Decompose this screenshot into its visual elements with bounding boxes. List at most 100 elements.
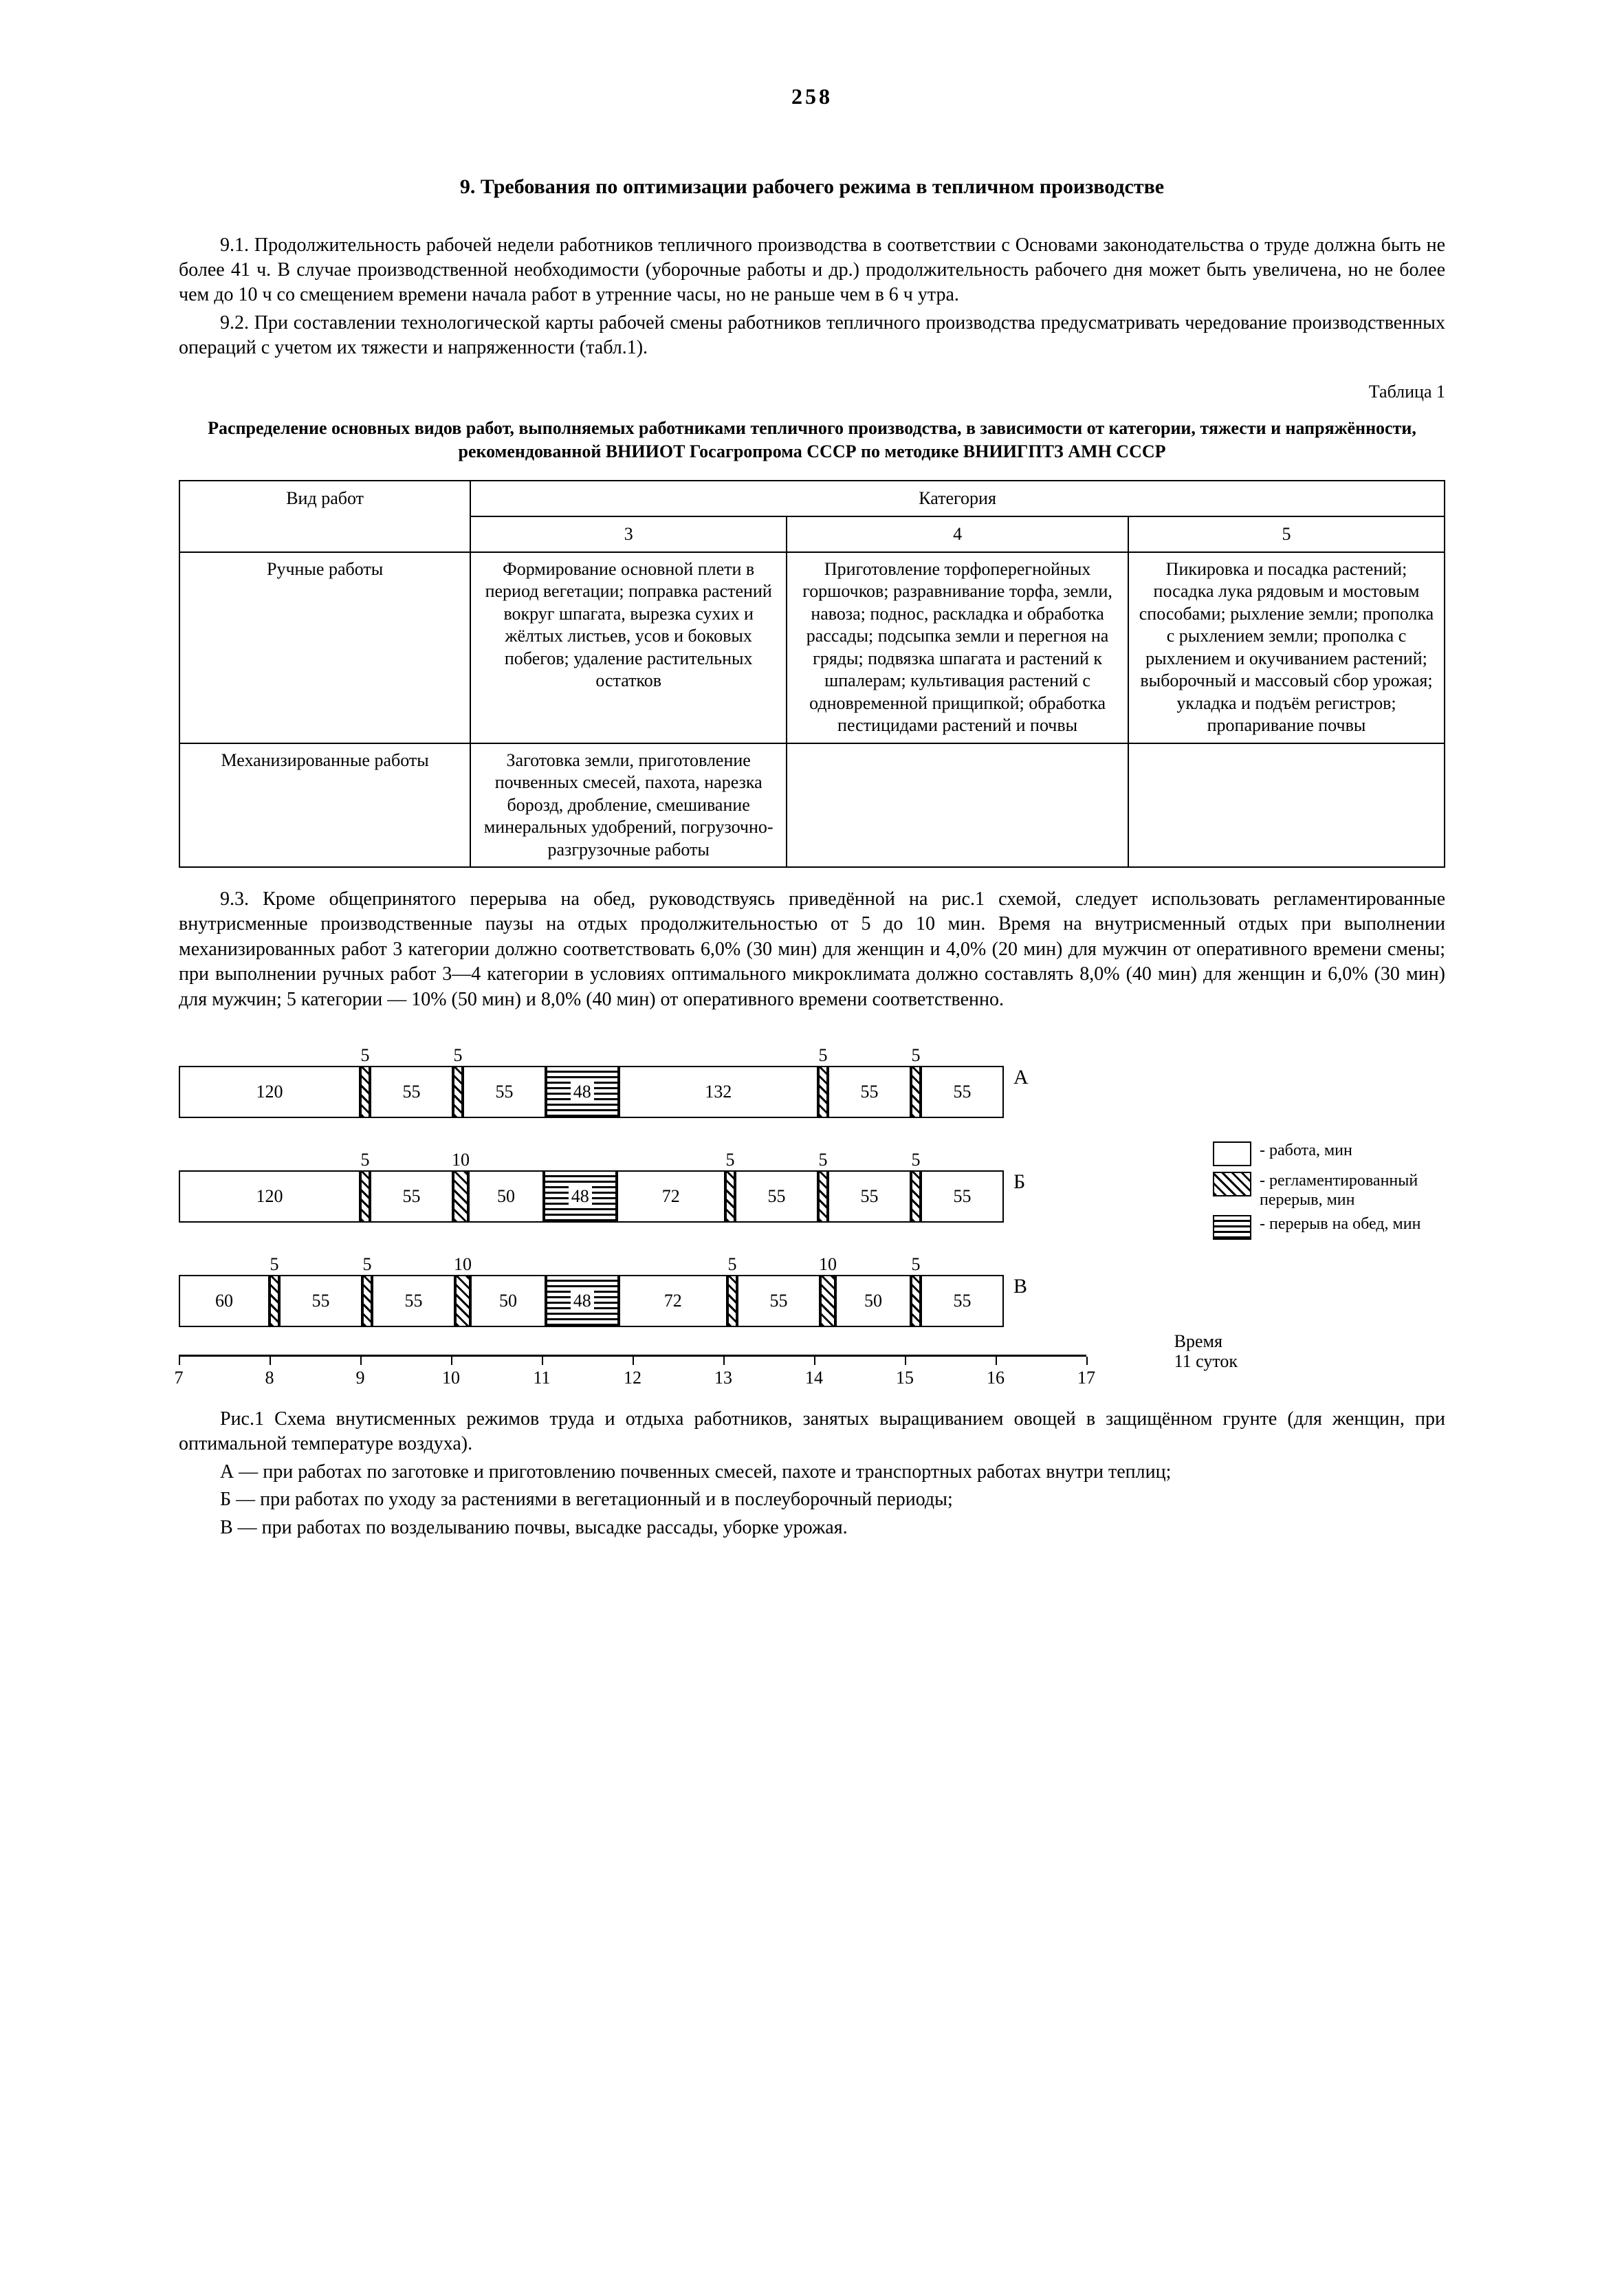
- segment-hatch: 5: [911, 1066, 921, 1118]
- figure-caption-a: А — при работах по заготовке и приготовл…: [179, 1460, 1445, 1485]
- axis-tick-label: 7: [175, 1366, 184, 1390]
- segment-value: 55: [767, 1185, 785, 1208]
- segment-hatch: 5: [727, 1275, 737, 1327]
- axis-tick: [360, 1357, 362, 1365]
- segment-value: 55: [860, 1080, 878, 1104]
- axis-tick: [542, 1357, 543, 1365]
- segment-top-label: 10: [452, 1148, 470, 1172]
- legend-text: - регламентированный перерыв, мин: [1260, 1172, 1452, 1210]
- segment-work: 55: [463, 1066, 546, 1118]
- col-work-type: Вид работ: [179, 481, 470, 552]
- segment-value: 72: [664, 1289, 682, 1313]
- axis-tick: [996, 1357, 997, 1365]
- legend-swatch-lunch: [1213, 1215, 1251, 1240]
- col-cat-4: 4: [787, 516, 1128, 552]
- segment-work: 72: [617, 1170, 725, 1223]
- diagram-row-В: 60555555105048725551050555В: [179, 1246, 1445, 1327]
- segment-work: 55: [370, 1170, 453, 1223]
- segment-work: 55: [279, 1275, 362, 1327]
- segment-work: 72: [619, 1275, 727, 1327]
- segment-top-label: 5: [361, 1148, 370, 1172]
- paragraph-9-2: 9.2. При составлении технологической кар…: [179, 311, 1445, 361]
- segment-hatch: 5: [270, 1275, 279, 1327]
- segment-top-label: 5: [361, 1044, 370, 1067]
- row-manual-c4: Приготовление торфоперегнойных горшочков…: [787, 552, 1128, 743]
- segment-work: 50: [470, 1275, 546, 1327]
- segment-hatch: 10: [820, 1275, 835, 1327]
- segment-hatch: 5: [818, 1170, 828, 1223]
- row-mech-c3: Заготовка земли, приготовление почвенных…: [470, 743, 787, 868]
- segment-hatch: 5: [360, 1170, 370, 1223]
- segment-value: 48: [569, 1185, 592, 1208]
- segment-hatch: 5: [818, 1066, 828, 1118]
- segment-hatch: 5: [911, 1275, 921, 1327]
- segment-top-label: 10: [454, 1253, 472, 1276]
- segment-value: 55: [953, 1080, 971, 1104]
- segment-value: 132: [705, 1080, 732, 1104]
- axis-caption: Время 11 суток: [1174, 1332, 1238, 1371]
- segment-value: 55: [403, 1185, 421, 1208]
- segment-hatch: 5: [725, 1170, 735, 1223]
- segment-top-label: 5: [270, 1253, 279, 1276]
- legend-text: - работа, мин: [1260, 1141, 1352, 1161]
- axis-tick: [814, 1357, 815, 1365]
- row-mech-c4: [787, 743, 1128, 868]
- segment-value: 55: [953, 1289, 971, 1313]
- segment-hatch: 10: [453, 1170, 468, 1223]
- segment-value: 55: [860, 1185, 878, 1208]
- axis-tick: [270, 1357, 271, 1365]
- segment-top-label: 5: [818, 1148, 827, 1172]
- figure-caption-block: Рис.1 Схема внутисменных режимов труда и…: [179, 1407, 1445, 1540]
- segment-work: 55: [372, 1275, 455, 1327]
- segment-value: 55: [496, 1080, 514, 1104]
- segment-value: 120: [256, 1080, 283, 1104]
- axis-tick-label: 13: [714, 1366, 732, 1390]
- section-heading: 9. Требования по оптимизации рабочего ре…: [179, 173, 1445, 200]
- col-cat-5: 5: [1128, 516, 1445, 552]
- segment-value: 120: [256, 1185, 283, 1208]
- segment-work: 120: [179, 1066, 360, 1118]
- axis-tick: [179, 1357, 180, 1365]
- diagram-row-Б: 12055510504872555555555Б- работа, мин- р…: [179, 1141, 1445, 1223]
- axis-tick-label: 15: [896, 1366, 914, 1390]
- segment-work: 50: [468, 1170, 544, 1223]
- segment-work: 120: [179, 1170, 360, 1223]
- axis-tick-label: 10: [442, 1366, 460, 1390]
- col-category: Категория: [470, 481, 1445, 516]
- row-label: Б: [1013, 1168, 1025, 1195]
- segment-work: 60: [179, 1275, 270, 1327]
- axis-tick-label: 9: [356, 1366, 365, 1390]
- segment-value: 55: [405, 1289, 423, 1313]
- segment-lunch: 48: [544, 1170, 617, 1223]
- axis-tick-label: 16: [987, 1366, 1005, 1390]
- segment-top-label: 5: [725, 1148, 734, 1172]
- segment-work: 55: [828, 1170, 911, 1223]
- segment-value: 50: [497, 1185, 515, 1208]
- figure-caption-main: Рис.1 Схема внутисменных режимов труда и…: [179, 1407, 1445, 1457]
- row-mech-c5: [1128, 743, 1445, 868]
- page-number: 258: [179, 83, 1445, 111]
- segment-top-label: 5: [818, 1044, 827, 1067]
- axis-tick: [451, 1357, 452, 1365]
- segment-top-label: 5: [911, 1044, 920, 1067]
- segment-work: 50: [835, 1275, 911, 1327]
- segment-top-label: 5: [727, 1253, 736, 1276]
- axis-tick: [633, 1357, 634, 1365]
- segment-hatch: 10: [455, 1275, 470, 1327]
- segment-value: 48: [571, 1080, 594, 1104]
- segment-work: 55: [828, 1066, 911, 1118]
- legend-item-lunch: - перерыв на обед, мин: [1213, 1215, 1452, 1240]
- col-cat-3: 3: [470, 516, 787, 552]
- segment-work: 55: [737, 1275, 820, 1327]
- axis-tick-label: 12: [624, 1366, 641, 1390]
- segment-work: 55: [370, 1066, 453, 1118]
- axis-caption-2: 11 суток: [1174, 1351, 1238, 1371]
- figure-caption-b: Б — при работах по уходу за растениями в…: [179, 1487, 1445, 1512]
- segment-value: 50: [864, 1289, 882, 1313]
- segment-lunch: 48: [546, 1066, 619, 1118]
- segment-top-label: 5: [911, 1148, 920, 1172]
- diagram-row-А: 12055555548132555555А: [179, 1037, 1445, 1118]
- axis-tick-label: 14: [805, 1366, 823, 1390]
- segment-hatch: 5: [362, 1275, 372, 1327]
- figure-caption-v: В — при работах по возделыванию почвы, в…: [179, 1516, 1445, 1540]
